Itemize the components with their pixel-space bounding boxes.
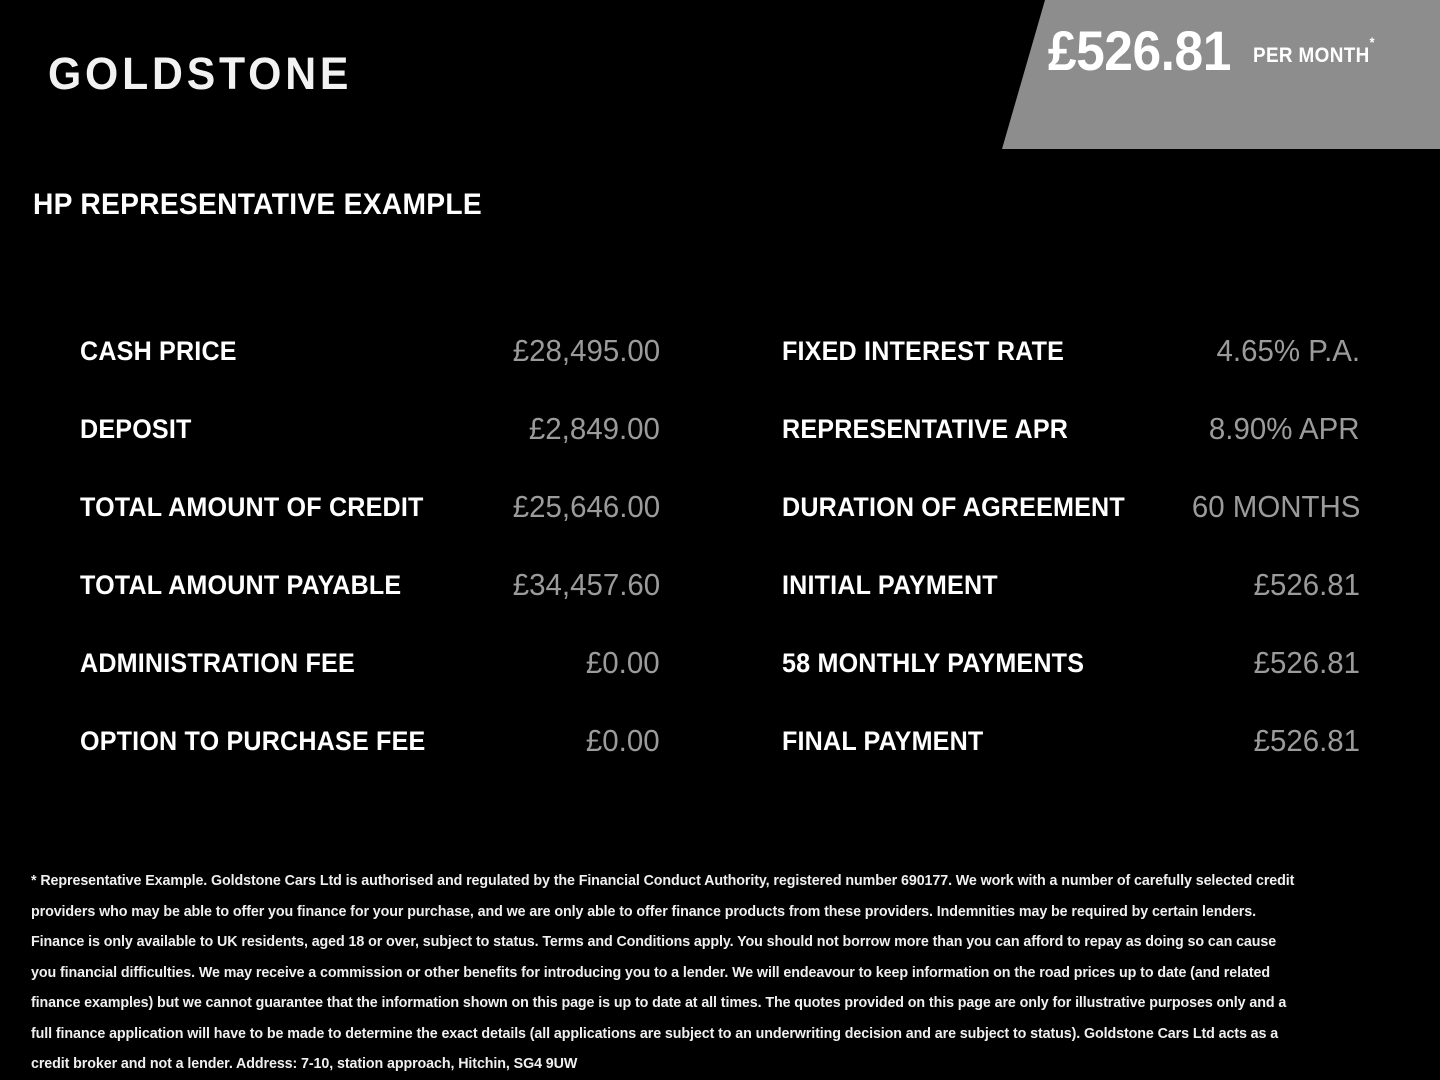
row-label: DEPOSIT	[80, 413, 192, 444]
row-value: £34,457.60	[512, 567, 660, 602]
page-header: GOLDSTONE £526.81 PER MONTH*	[0, 0, 1440, 150]
row-label: DURATION OF AGREEMENT	[782, 491, 1125, 522]
row-label: INITIAL PAYMENT	[782, 569, 998, 600]
row-label: OPTION TO PURCHASE FEE	[80, 725, 426, 756]
row-value: £25,646.00	[512, 489, 660, 524]
row-value: £2,849.00	[528, 411, 660, 446]
row-value: £28,495.00	[512, 333, 660, 368]
table-row: FINAL PAYMENT £526.81	[782, 702, 1360, 780]
per-month-label: PER MONTH	[1252, 44, 1370, 67]
table-row: DEPOSIT £2,849.00	[80, 390, 660, 468]
row-label: FINAL PAYMENT	[782, 725, 984, 756]
table-row: CASH PRICE £28,495.00	[80, 312, 660, 390]
row-label: TOTAL AMOUNT PAYABLE	[80, 569, 402, 600]
table-row: INITIAL PAYMENT £526.81	[782, 546, 1360, 624]
table-row: 58 MONTHLY PAYMENTS £526.81	[782, 624, 1360, 702]
brand-logo: GOLDSTONE	[48, 48, 353, 99]
table-row: DURATION OF AGREEMENT 60 MONTHS	[782, 468, 1360, 546]
row-label: CASH PRICE	[80, 335, 237, 366]
finance-details-table: CASH PRICE £28,495.00 DEPOSIT £2,849.00 …	[0, 312, 1440, 780]
row-label: 58 MONTHLY PAYMENTS	[782, 647, 1085, 678]
row-value: £526.81	[1253, 645, 1360, 680]
table-row: OPTION TO PURCHASE FEE £0.00	[80, 702, 660, 780]
row-label: TOTAL AMOUNT OF CREDIT	[80, 491, 424, 522]
row-value: £0.00	[586, 723, 660, 758]
disclaimer-text: * Representative Example. Goldstone Cars…	[31, 873, 1295, 1072]
finance-column-left: CASH PRICE £28,495.00 DEPOSIT £2,849.00 …	[0, 312, 720, 780]
table-row: REPRESENTATIVE APR 8.90% APR	[782, 390, 1360, 468]
row-label: ADMINISTRATION FEE	[80, 647, 355, 678]
row-label: FIXED INTEREST RATE	[782, 335, 1065, 366]
monthly-price-amount: £526.81	[1047, 18, 1231, 82]
row-value: £526.81	[1253, 723, 1360, 758]
table-row: FIXED INTEREST RATE 4.65% P.A.	[782, 312, 1360, 390]
row-value: £0.00	[586, 645, 660, 680]
row-value: 60 MONTHS	[1191, 489, 1360, 524]
table-row: ADMINISTRATION FEE £0.00	[80, 624, 660, 702]
row-value: £526.81	[1253, 567, 1360, 602]
table-row: TOTAL AMOUNT PAYABLE £34,457.60	[80, 546, 660, 624]
table-row: TOTAL AMOUNT OF CREDIT £25,646.00	[80, 468, 660, 546]
monthly-price-period: PER MONTH*	[1252, 34, 1375, 68]
monthly-price-banner: £526.81 PER MONTH*	[1002, 0, 1440, 149]
page-title: HP REPRESENTATIVE EXAMPLE	[33, 188, 482, 221]
row-value: 4.65% P.A.	[1216, 333, 1360, 368]
row-label: REPRESENTATIVE APR	[782, 413, 1069, 444]
asterisk-marker: *	[1369, 34, 1375, 50]
finance-column-right: FIXED INTEREST RATE 4.65% P.A. REPRESENT…	[720, 312, 1440, 780]
row-value: 8.90% APR	[1209, 411, 1360, 446]
